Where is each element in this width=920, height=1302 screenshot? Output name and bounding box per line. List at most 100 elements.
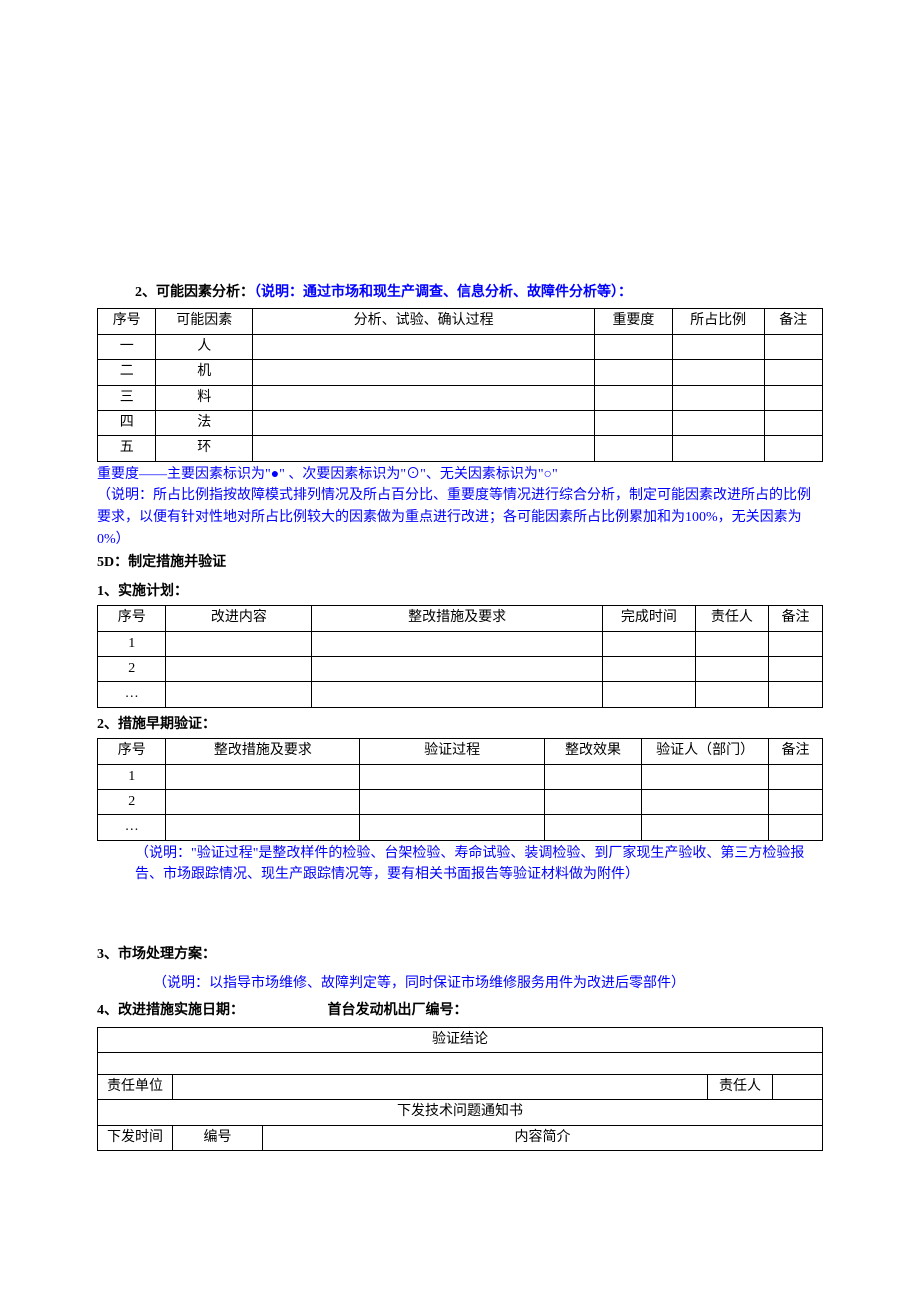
table-header: 责任人 <box>695 606 768 631</box>
cell <box>764 385 822 410</box>
factor-analysis-table: 序号 可能因素 分析、试验、确认过程 重要度 所占比例 备注 一 人 二 机 三… <box>97 308 823 461</box>
table-header: 整改措施及要求 <box>166 739 360 764</box>
cell: 2 <box>98 790 166 815</box>
cell <box>166 764 360 789</box>
table-header: 备注 <box>769 606 823 631</box>
cell <box>764 410 822 435</box>
table-row: 2 <box>98 657 823 682</box>
cell: 2 <box>98 657 166 682</box>
early-verification-note: （说明："验证过程"是整改样件的检验、台架检验、寿命试验、装调检验、到厂家现生产… <box>135 843 823 886</box>
table-header: 整改措施及要求 <box>312 606 603 631</box>
cell <box>603 657 696 682</box>
cell <box>695 682 768 707</box>
cell <box>672 410 764 435</box>
table-row: 1 <box>98 764 823 789</box>
cell <box>166 815 360 840</box>
table-header: 备注 <box>769 739 823 764</box>
conclusion-table: 验证结论 责任单位 责任人 下发技术问题通知书 下发时间 编号 内容简介 <box>97 1027 823 1152</box>
responsible-unit-value <box>173 1075 708 1100</box>
cell <box>166 790 360 815</box>
cell <box>672 334 764 359</box>
cell <box>695 657 768 682</box>
cell <box>769 764 823 789</box>
responsible-person-value <box>773 1075 823 1100</box>
cell <box>360 764 544 789</box>
cell <box>253 436 595 461</box>
cell: … <box>98 815 166 840</box>
responsible-person-label: 责任人 <box>708 1075 773 1100</box>
cell <box>253 410 595 435</box>
content-summary-label: 内容简介 <box>263 1125 823 1150</box>
number-label: 编号 <box>173 1125 263 1150</box>
issue-time-label: 下发时间 <box>98 1125 173 1150</box>
table-header: 序号 <box>98 606 166 631</box>
conclusion-header: 验证结论 <box>98 1027 823 1052</box>
table-header: 所占比例 <box>672 309 764 334</box>
cell: 机 <box>156 360 253 385</box>
cell: 四 <box>98 410 156 435</box>
table-row: 一 人 <box>98 334 823 359</box>
cell: 一 <box>98 334 156 359</box>
cell <box>642 764 769 789</box>
cell <box>253 334 595 359</box>
cell <box>360 790 544 815</box>
cell <box>253 360 595 385</box>
cell: 料 <box>156 385 253 410</box>
table-header: 分析、试验、确认过程 <box>253 309 595 334</box>
cell: 三 <box>98 385 156 410</box>
cell: 五 <box>98 436 156 461</box>
section-5d-title: 5D：制定措施并验证 <box>97 552 823 574</box>
cell <box>764 334 822 359</box>
cell: … <box>98 682 166 707</box>
table-row: 二 机 <box>98 360 823 385</box>
table-row: 三 料 <box>98 385 823 410</box>
table-row: 1 <box>98 631 823 656</box>
market-plan-note: （说明：以指导市场维修、故障判定等，同时保证市场维修服务用件为改进后零部件） <box>153 973 823 995</box>
cell <box>544 764 641 789</box>
market-plan-title: 3、市场处理方案： <box>97 944 823 966</box>
cell <box>769 815 823 840</box>
cell <box>595 436 673 461</box>
table-header: 验证人（部门） <box>642 739 769 764</box>
early-verification-title: 2、措施早期验证： <box>97 714 823 736</box>
cell <box>672 436 764 461</box>
cell: 环 <box>156 436 253 461</box>
notice-header: 下发技术问题通知书 <box>98 1100 823 1125</box>
table-row: … <box>98 682 823 707</box>
table-header: 可能因素 <box>156 309 253 334</box>
legend-line-2: （说明：所占比例指按故障模式排列情况及所占百分比、重要度等情况进行综合分析，制定… <box>97 485 823 550</box>
table-row: 2 <box>98 790 823 815</box>
cell <box>642 790 769 815</box>
cell <box>672 385 764 410</box>
cell: 法 <box>156 410 253 435</box>
cell <box>769 790 823 815</box>
cell: 1 <box>98 631 166 656</box>
cell: 二 <box>98 360 156 385</box>
section-2-heading: 可能因素分析： <box>156 285 254 300</box>
cell <box>769 682 823 707</box>
section-2-title: 2、可能因素分析：（说明：通过市场和现生产调查、信息分析、故障件分析等）： <box>97 282 823 304</box>
table-header: 完成时间 <box>603 606 696 631</box>
plan-table: 序号 改进内容 整改措施及要求 完成时间 责任人 备注 1 2 … <box>97 605 823 708</box>
early-verification-table: 序号 整改措施及要求 验证过程 整改效果 验证人（部门） 备注 1 2 … <box>97 738 823 841</box>
cell <box>360 815 544 840</box>
cell <box>312 657 603 682</box>
cell <box>544 790 641 815</box>
table-header: 验证过程 <box>360 739 544 764</box>
section-2-note: （说明：通过市场和现生产调查、信息分析、故障件分析等）： <box>254 285 632 300</box>
cell <box>166 657 312 682</box>
legend-line-1: 重要度——主要因素标识为"●" 、次要因素标识为"⊙"、无关因素标识为"○" <box>97 464 823 486</box>
implementation-date-label: 4、改进措施实施日期： <box>97 1000 244 1022</box>
table-row: … <box>98 815 823 840</box>
section-2-prefix: 2、 <box>135 285 156 300</box>
table-header: 改进内容 <box>166 606 312 631</box>
table-header: 序号 <box>98 309 156 334</box>
table-row: 五 环 <box>98 436 823 461</box>
cell <box>166 682 312 707</box>
cell <box>672 360 764 385</box>
cell <box>595 360 673 385</box>
cell <box>603 682 696 707</box>
table-header: 重要度 <box>595 309 673 334</box>
table-row: 四 法 <box>98 410 823 435</box>
cell <box>595 334 673 359</box>
